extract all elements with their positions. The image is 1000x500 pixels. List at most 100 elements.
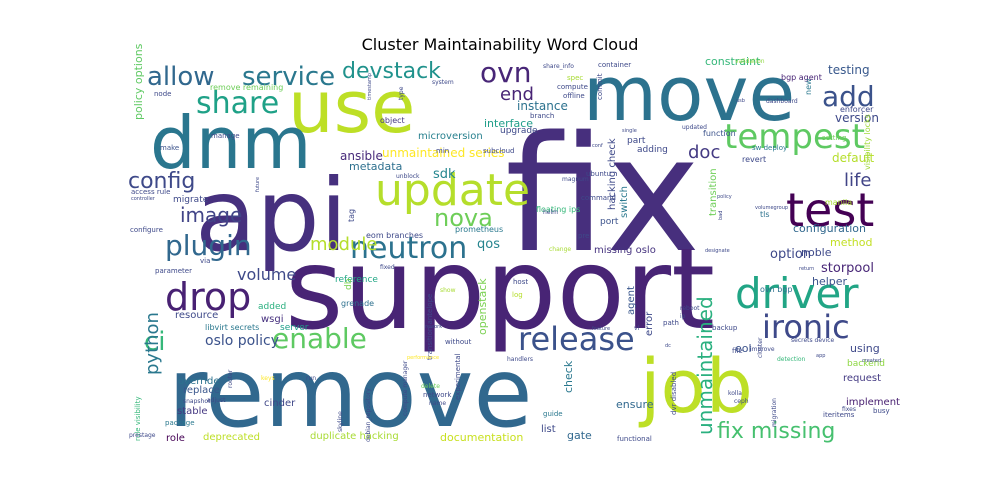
word-instance: instance bbox=[517, 99, 568, 113]
word-ci: ci bbox=[144, 327, 166, 357]
word-make: make bbox=[160, 144, 179, 152]
word-cinder: cinder bbox=[264, 398, 296, 409]
word-reboot: reboot bbox=[680, 305, 700, 312]
word-skyline: skyline bbox=[337, 411, 344, 432]
word-revert: revert bbox=[742, 155, 766, 164]
word-access-rule: access rule bbox=[131, 188, 170, 196]
word-server: server bbox=[280, 323, 309, 333]
word-python: python bbox=[142, 312, 163, 375]
word-fix: fix bbox=[505, 101, 700, 288]
word-name: name bbox=[429, 400, 446, 407]
word-reference: reference bbox=[335, 275, 378, 285]
word-object: object bbox=[380, 116, 405, 125]
word-module: module bbox=[310, 234, 377, 255]
word-libvirt-secrets: libvirt secrets bbox=[205, 323, 259, 332]
word-missing-oslo: missing oslo bbox=[594, 245, 656, 256]
word-bad: bad bbox=[718, 211, 724, 220]
word-setting: setting bbox=[822, 134, 846, 142]
word-spec: spec bbox=[567, 74, 583, 82]
word-adjust: adjust bbox=[207, 397, 226, 404]
word-updated: updated bbox=[682, 124, 707, 131]
word-backend: backend bbox=[847, 359, 885, 369]
word-secrets-device: secrets device bbox=[791, 337, 835, 344]
word-configuration: configuration bbox=[793, 222, 866, 235]
word-method: method bbox=[830, 236, 872, 249]
word-unmaintained-series: unmaintained series bbox=[382, 146, 505, 160]
word-storpool: storpool bbox=[821, 261, 874, 276]
word-delete: delete bbox=[421, 383, 440, 390]
word-detection: detection bbox=[777, 356, 806, 363]
word-switch: switch bbox=[619, 186, 630, 218]
word-drop: drop bbox=[165, 275, 251, 319]
word-driver: driver bbox=[735, 269, 859, 318]
word-agent: agent bbox=[626, 286, 637, 315]
word-fixed: fixed bbox=[380, 264, 395, 271]
word-release: release bbox=[518, 320, 635, 358]
word-stable: stable bbox=[177, 406, 208, 417]
word-gate: gate bbox=[567, 429, 592, 442]
word-duplicate-hacking: duplicate hacking bbox=[310, 431, 399, 442]
word-constraint: constraint bbox=[705, 55, 761, 68]
word-ip: ip bbox=[680, 313, 686, 320]
word-oslo-policy: oslo policy bbox=[205, 333, 279, 349]
word-implement: implement bbox=[846, 397, 900, 408]
word-option: option bbox=[770, 247, 811, 262]
word-db: db bbox=[344, 278, 354, 290]
word-tag: tag bbox=[347, 209, 356, 222]
word-test: test bbox=[786, 183, 874, 237]
word-sw-deploy: sw deploy bbox=[752, 144, 787, 152]
word-min: min bbox=[436, 147, 449, 155]
word-magnum: magnum bbox=[562, 176, 589, 183]
word-network: network bbox=[423, 391, 452, 399]
word-snapshot: snapshot bbox=[183, 398, 211, 405]
word-devstack: devstack bbox=[342, 59, 441, 84]
word-image: image bbox=[180, 203, 242, 227]
word-rule-visibility: rule visibility bbox=[134, 396, 142, 441]
word-subcloud: subcloud bbox=[483, 147, 514, 155]
word-ovn-bgp: ovn bgp bbox=[760, 285, 792, 294]
word-created: created bbox=[862, 358, 881, 364]
word-migrate: migrate bbox=[173, 195, 209, 205]
word-end: end bbox=[500, 84, 534, 105]
word-fixes: fixes bbox=[842, 406, 856, 413]
word-doc: doc bbox=[688, 142, 720, 163]
word-config: config bbox=[128, 169, 195, 194]
word-check: check bbox=[562, 360, 575, 393]
word-use: use bbox=[288, 65, 415, 149]
word-visibility-locks: visibility locks bbox=[863, 114, 872, 170]
word-ansible: ansible bbox=[340, 149, 383, 163]
word-manage: manage bbox=[211, 132, 240, 140]
word-share-info: share_info bbox=[543, 63, 574, 70]
word-fix-missing: fix missing bbox=[717, 419, 835, 444]
word-update: update bbox=[375, 165, 530, 216]
word-helm: helm bbox=[543, 209, 558, 216]
word-policy: policy bbox=[717, 194, 732, 200]
word-adding: adding bbox=[637, 145, 668, 155]
word-ovn: ovn bbox=[480, 56, 531, 89]
word-ubuntu: ubuntu bbox=[586, 170, 611, 178]
word-transition-antelope: transition antelope bbox=[426, 294, 434, 360]
word-improve: improve bbox=[750, 346, 775, 353]
word-return: return bbox=[799, 266, 814, 272]
word-noble: noble bbox=[801, 246, 832, 259]
word-busy: busy bbox=[873, 407, 890, 415]
word-ceph: ceph bbox=[734, 398, 749, 405]
word-package: package bbox=[165, 419, 195, 427]
word-role: role bbox=[166, 433, 185, 444]
word-handlers: handlers bbox=[507, 356, 533, 363]
word-replace: replace bbox=[183, 385, 220, 396]
word-container: container bbox=[598, 61, 631, 69]
word-router: router bbox=[227, 369, 234, 388]
word-grenade: grenade bbox=[341, 299, 374, 308]
word-remove: remove bbox=[168, 337, 533, 449]
word-type: type bbox=[398, 86, 405, 100]
word-openstack: openstack bbox=[476, 278, 489, 335]
word-documentation: documentation bbox=[440, 431, 523, 444]
word-transition: transition bbox=[708, 168, 719, 216]
word-remove-remaining: remove remaining bbox=[210, 83, 283, 92]
word-dvr-disabled: dvr disabled bbox=[670, 372, 678, 415]
word-manila: manila bbox=[825, 198, 852, 207]
word-performance: performance bbox=[407, 355, 439, 361]
word-sdk: sdk bbox=[433, 167, 456, 182]
word-upgrade: upgrade bbox=[500, 126, 538, 136]
